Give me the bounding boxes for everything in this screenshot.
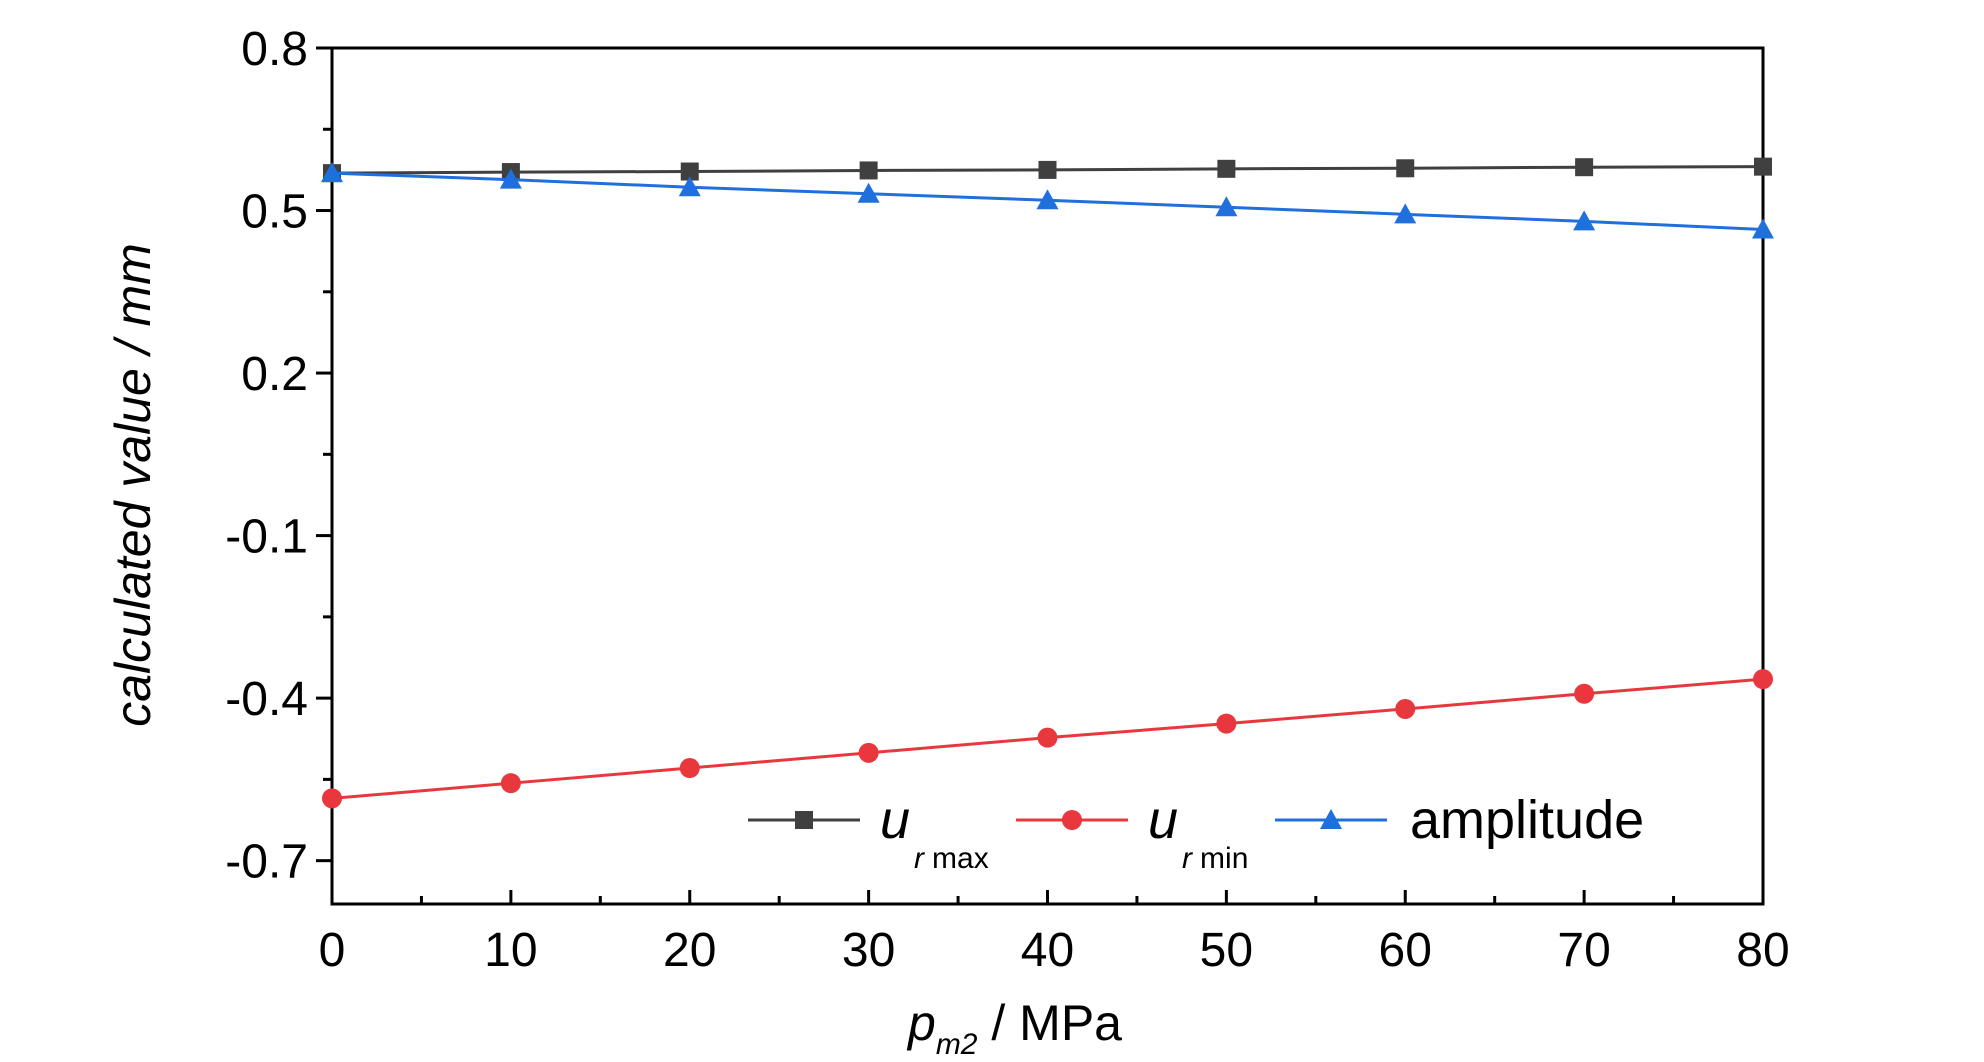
legend-item: amplitude	[1275, 790, 1644, 850]
data-point	[1394, 203, 1417, 224]
x-tick-label: 50	[1200, 924, 1253, 977]
data-point	[322, 788, 342, 809]
data-point	[321, 162, 343, 183]
legend-item: ur max	[748, 790, 989, 875]
y-tick-label: -0.7	[225, 836, 308, 889]
data-point	[1215, 196, 1238, 217]
legend-label: amplitude	[1410, 790, 1644, 850]
data-point	[857, 182, 880, 203]
y-tick-label: -0.1	[225, 511, 308, 564]
legend-label: ur min	[1148, 790, 1248, 875]
x-axis: 0 10 20 30 40 50 60 70 80	[319, 890, 1790, 977]
series-1	[323, 157, 1772, 183]
data-point	[499, 168, 522, 189]
data-point	[679, 758, 700, 779]
y-tick-label: 0.2	[241, 348, 308, 401]
y-axis-title: calculated value / mm	[105, 243, 161, 727]
data-point	[1036, 189, 1059, 210]
legend-marker	[1320, 809, 1342, 829]
y-tick-label: -0.4	[225, 673, 308, 726]
x-tick-label: 20	[663, 924, 716, 977]
data-point	[1396, 159, 1415, 178]
data-point	[1754, 157, 1772, 176]
x-tick-label: 0	[319, 924, 346, 977]
x-tick-label: 30	[842, 924, 895, 977]
series-3	[321, 162, 1774, 239]
data-point	[680, 162, 699, 181]
legend-marker	[1062, 810, 1082, 830]
series-layer	[321, 157, 1774, 809]
y-tick-label: 0.8	[241, 23, 308, 76]
x-tick-label: 70	[1557, 924, 1610, 977]
legend-marker	[795, 811, 813, 829]
x-tick-label: 60	[1379, 924, 1432, 977]
legend-label: ur max	[880, 790, 989, 875]
x-tick-label: 40	[1021, 924, 1074, 977]
legend: ur max ur min amplitude	[748, 790, 1644, 875]
data-point	[678, 176, 701, 197]
data-point	[1574, 683, 1595, 704]
series-2	[322, 669, 1773, 809]
data-point	[1395, 698, 1416, 719]
data-point	[1752, 218, 1774, 239]
y-axis: 0.8 0.5 0.2 -0.1 -0.4 -0.7	[225, 23, 332, 889]
legend-item: ur min	[1016, 790, 1248, 875]
data-point	[858, 742, 879, 763]
data-point	[1037, 727, 1058, 748]
data-point	[1038, 160, 1057, 179]
data-point	[500, 773, 521, 794]
x-axis-title: pm2 / MPa	[906, 995, 1122, 1061]
data-point	[1753, 669, 1773, 690]
data-point	[1217, 159, 1236, 178]
data-point	[1575, 158, 1594, 177]
data-point	[859, 161, 878, 180]
data-point	[1573, 210, 1596, 231]
x-tick-label: 10	[484, 924, 537, 977]
data-point	[1216, 713, 1237, 734]
y-tick-label: 0.5	[241, 186, 308, 239]
x-tick-label: 80	[1736, 924, 1789, 977]
